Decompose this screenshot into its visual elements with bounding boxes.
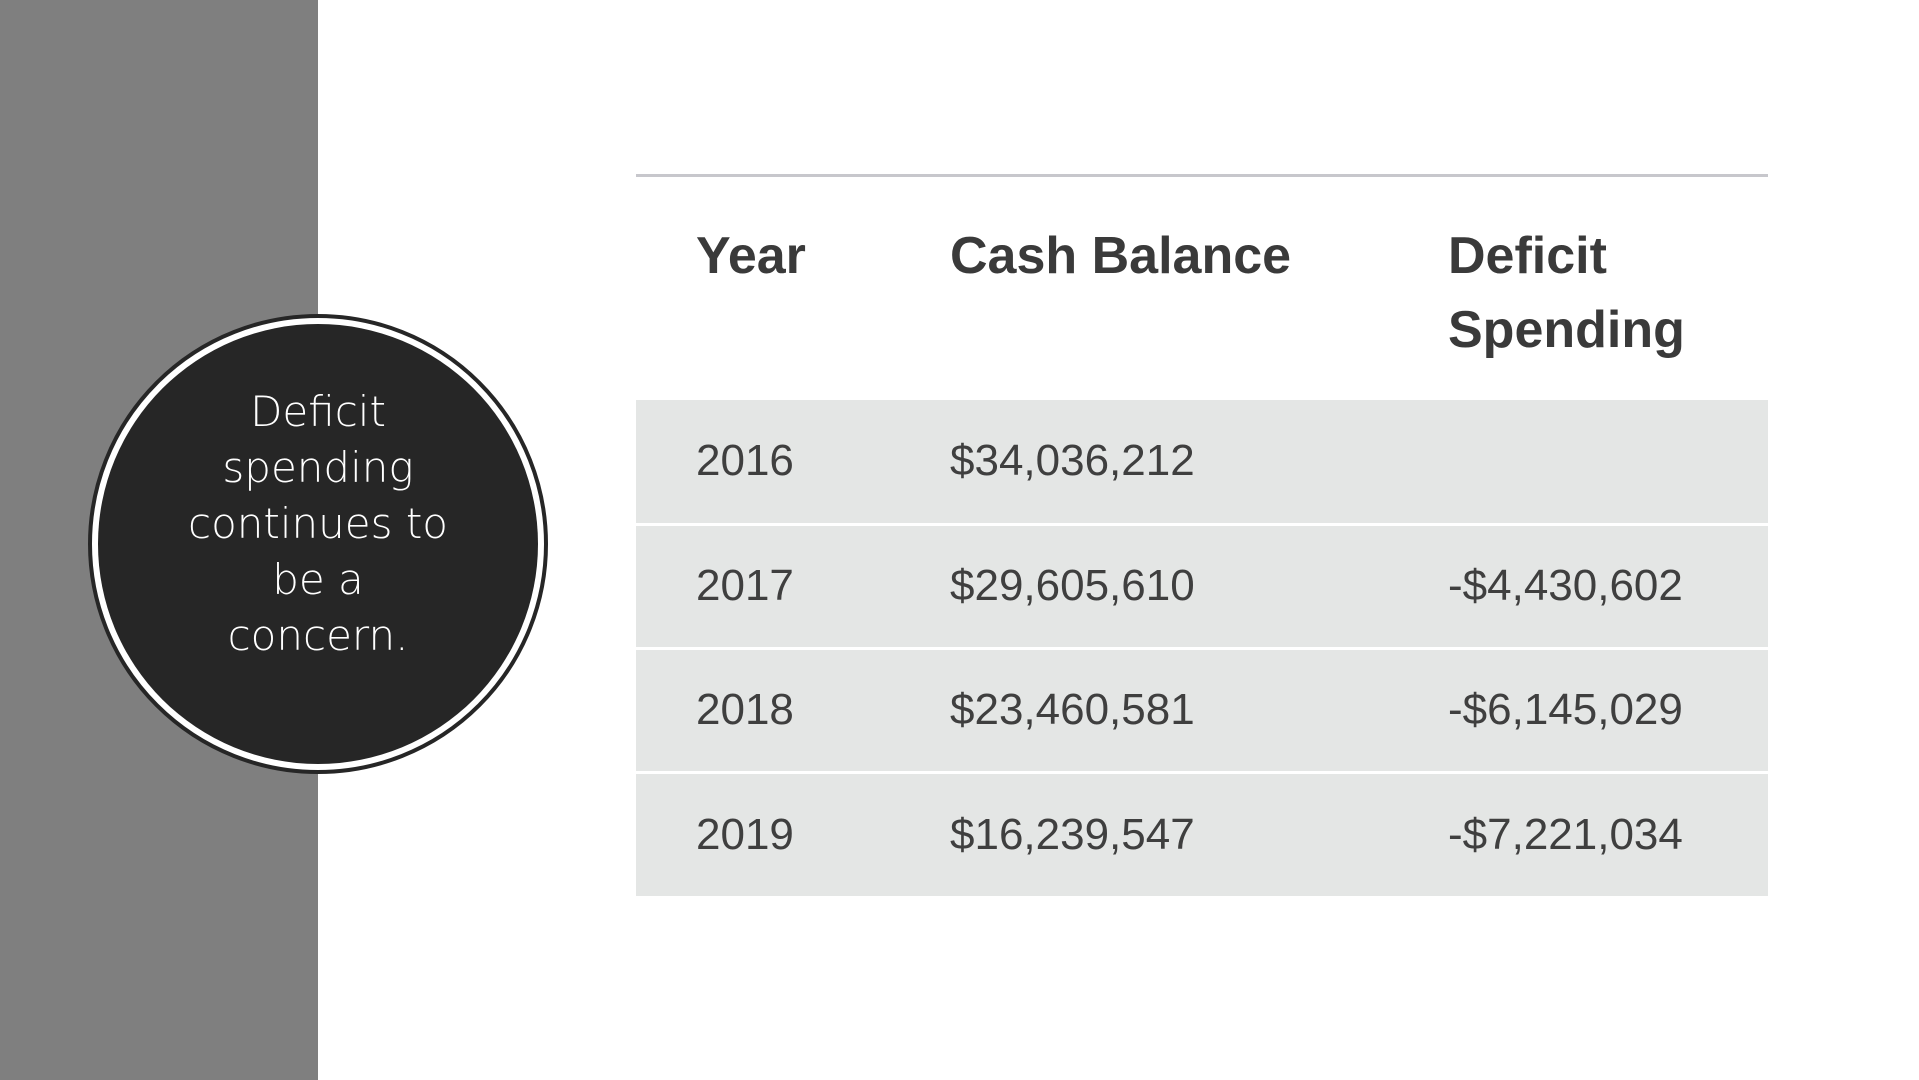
cell-year: 2016	[636, 400, 890, 524]
cell-deficit-spending: -$4,430,602	[1388, 522, 1768, 648]
cell-year: 2018	[636, 646, 890, 772]
cell-year: 2019	[636, 770, 890, 896]
table-header-row: Year Cash Balance Deficit Spending	[636, 177, 1768, 400]
cell-deficit-spending	[1388, 400, 1768, 524]
cell-cash-balance: $16,239,547	[890, 770, 1388, 896]
cell-cash-balance: $34,036,212	[890, 400, 1388, 524]
callout-text: Deficit spending continues to be a conce…	[187, 387, 449, 660]
table-row: 2018 $23,460,581 -$6,145,029	[636, 646, 1768, 772]
header-cash-balance: Cash Balance	[950, 227, 1292, 285]
cell-cash-balance: $29,605,610	[890, 522, 1388, 648]
cell-cash-balance: $23,460,581	[890, 646, 1388, 772]
header-year: Year	[696, 227, 806, 285]
table-row: 2016 $34,036,212	[636, 400, 1768, 524]
table-row: 2019 $16,239,547 -$7,221,034	[636, 770, 1768, 896]
cell-deficit-spending: -$7,221,034	[1388, 770, 1768, 896]
cell-deficit-spending: -$6,145,029	[1388, 646, 1768, 772]
cell-year: 2017	[636, 522, 890, 648]
data-table-container: Year Cash Balance Deficit Spending 2016 …	[636, 174, 1768, 896]
cash-balance-table: Year Cash Balance Deficit Spending 2016 …	[636, 177, 1768, 896]
table-top-rule	[636, 174, 1768, 177]
table-row: 2017 $29,605,610 -$4,430,602	[636, 522, 1768, 648]
header-deficit-spending: Deficit Spending	[1448, 227, 1685, 359]
callout-circle: Deficit spending continues to be a conce…	[98, 324, 538, 764]
